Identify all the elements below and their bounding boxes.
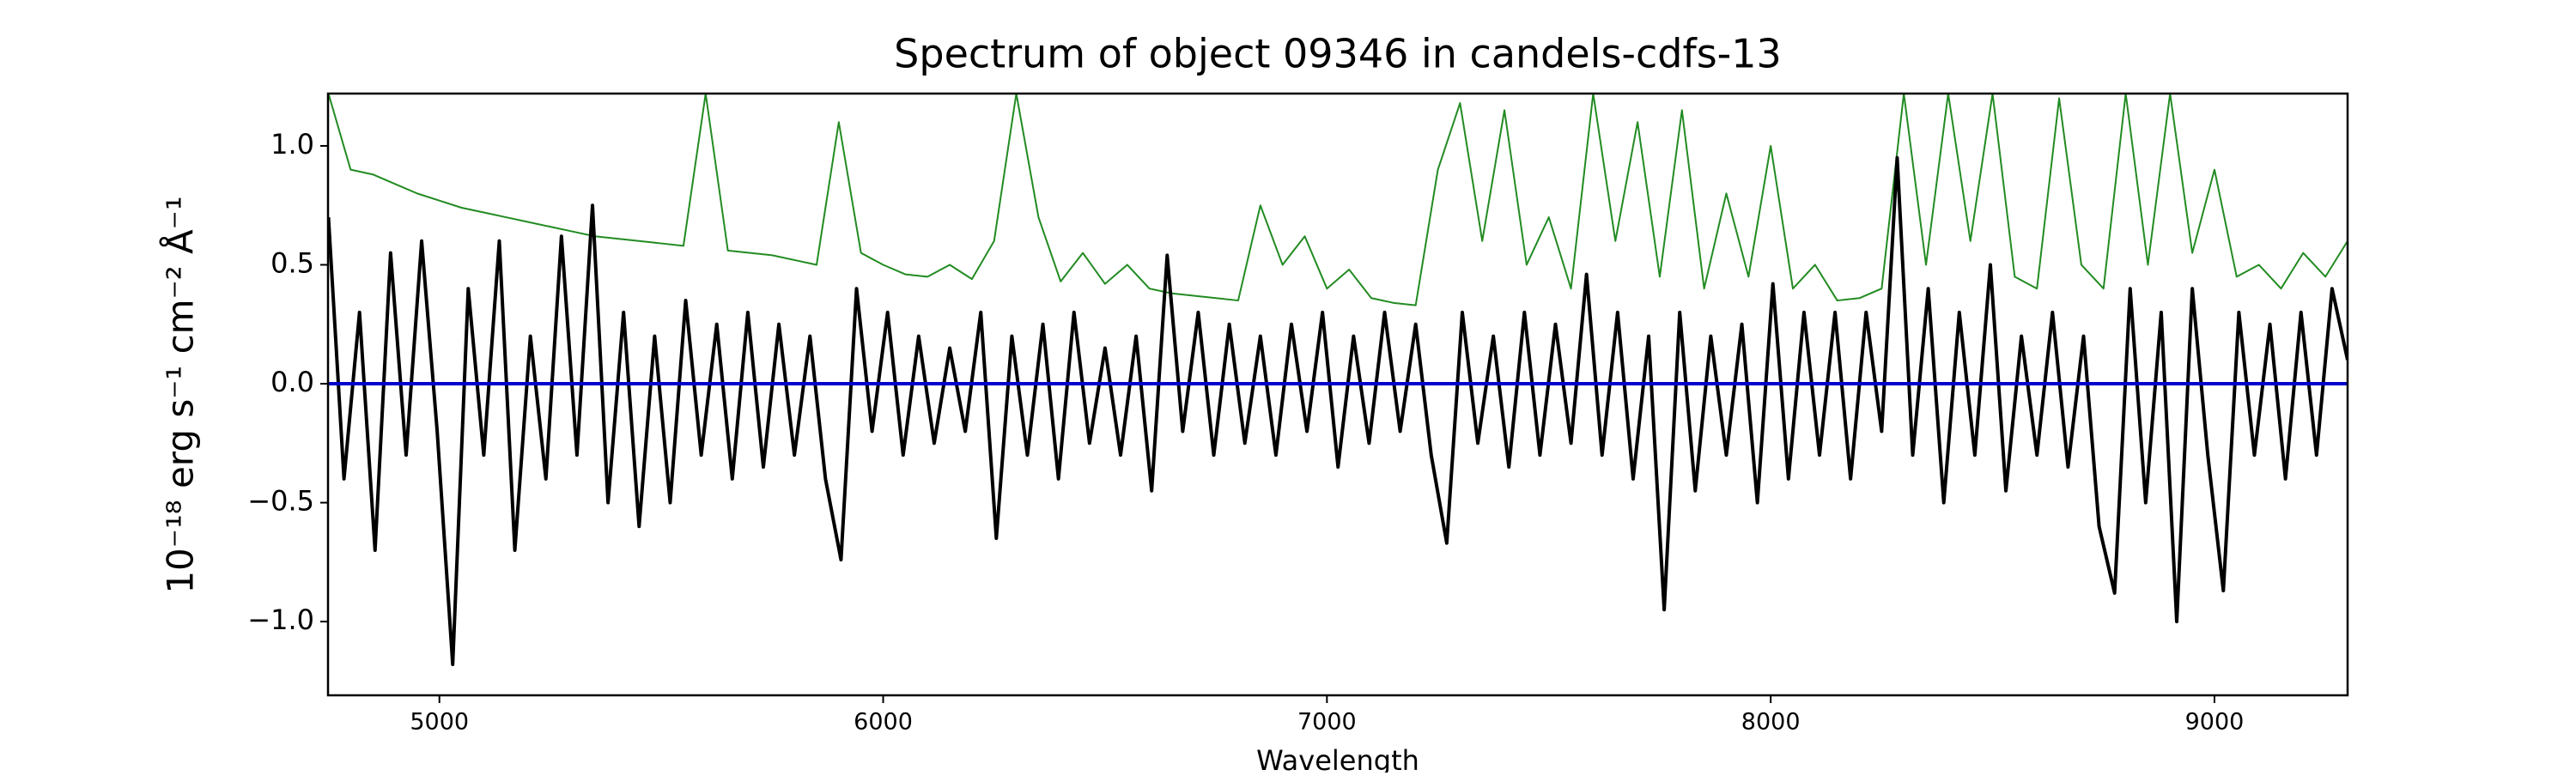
x-tick-label: 6000 <box>854 709 913 736</box>
x-tick-label: 5000 <box>410 709 469 736</box>
y-axis-label: 10⁻¹⁸ erg s⁻¹ cm⁻² Å⁻¹ <box>159 196 202 593</box>
y-tick-label: 0.0 <box>270 366 314 398</box>
y-tick-label: −0.5 <box>247 485 314 518</box>
y-tick-label: −1.0 <box>247 603 314 636</box>
y-tick-label: 0.5 <box>270 246 314 279</box>
plot-frame <box>326 92 2349 697</box>
spectrum-line <box>328 155 2348 666</box>
spectrum-line <box>328 94 2348 306</box>
plot-area <box>328 94 2348 666</box>
x-tick-label: 8000 <box>1741 709 1801 736</box>
y-tick-label: 1.0 <box>270 128 314 161</box>
x-tick-label: 7000 <box>1297 709 1357 736</box>
x-tick-label: 9000 <box>2185 709 2245 736</box>
chart-title: Spectrum of object 09346 in candels-cdfs… <box>894 31 1782 77</box>
x-axis-label: Wavelength <box>1256 744 1419 773</box>
